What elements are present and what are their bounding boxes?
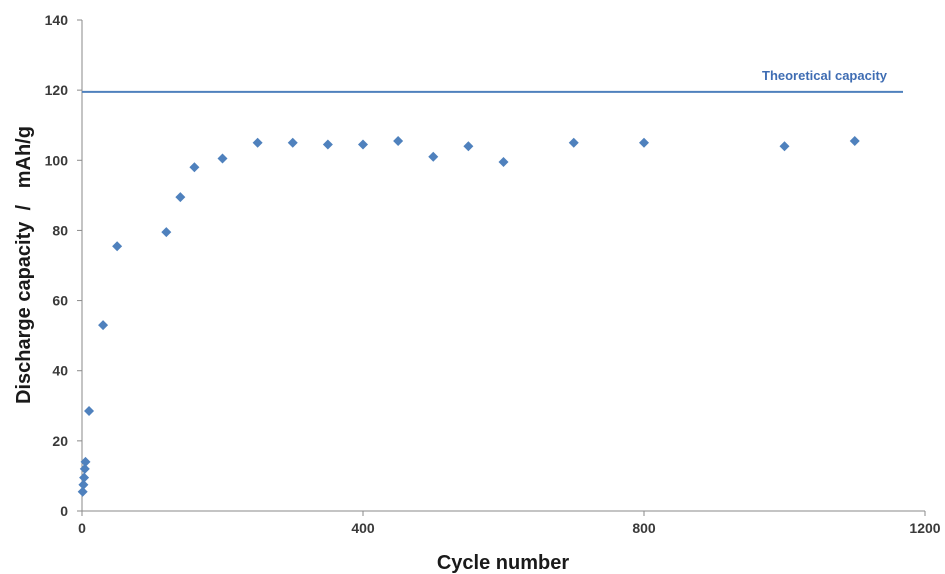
x-tick-label: 1200 bbox=[909, 520, 940, 536]
x-axis-title: Cycle number bbox=[437, 552, 569, 574]
x-ticks: 0 400 800 1200 bbox=[78, 511, 941, 536]
y-axis-title: Discharge capacity / mAh/g bbox=[13, 126, 35, 404]
data-point bbox=[393, 135, 404, 146]
data-point bbox=[463, 141, 474, 152]
data-point bbox=[84, 406, 95, 417]
data-point bbox=[175, 192, 186, 203]
y-tick-label: 0 bbox=[60, 503, 68, 519]
y-tick-label: 80 bbox=[52, 222, 68, 238]
y-tick-label: 40 bbox=[52, 363, 68, 379]
data-point bbox=[79, 463, 90, 474]
theoretical-capacity-label: Theoretical capacity bbox=[762, 68, 888, 83]
x-tick-label: 800 bbox=[632, 520, 656, 536]
data-point bbox=[161, 227, 172, 238]
data-points bbox=[77, 135, 860, 497]
data-point bbox=[77, 486, 88, 497]
axes bbox=[81, 20, 925, 512]
data-point bbox=[189, 162, 200, 173]
data-point bbox=[568, 137, 579, 148]
data-point bbox=[779, 141, 790, 152]
data-point bbox=[79, 472, 90, 483]
y-tick-label: 20 bbox=[52, 433, 68, 449]
data-point bbox=[322, 139, 333, 150]
y-tick-label: 60 bbox=[52, 293, 68, 309]
data-point bbox=[78, 479, 89, 490]
data-point bbox=[849, 135, 860, 146]
data-point bbox=[498, 157, 509, 168]
data-point bbox=[639, 137, 649, 148]
y-tick-label: 120 bbox=[45, 82, 69, 98]
y-ticks: 0 20 40 60 80 100 120 140 bbox=[45, 12, 82, 519]
data-point bbox=[252, 137, 263, 148]
data-point bbox=[112, 241, 123, 252]
data-point bbox=[217, 153, 228, 164]
y-tick-label: 100 bbox=[45, 152, 69, 168]
x-tick-label: 400 bbox=[351, 520, 375, 536]
data-point bbox=[428, 151, 439, 162]
x-tick-label: 0 bbox=[78, 520, 86, 536]
data-point bbox=[358, 139, 368, 150]
data-point bbox=[80, 456, 91, 467]
y-tick-label: 140 bbox=[45, 12, 69, 28]
theoretical-capacity-line-group: Theoretical capacity bbox=[82, 68, 903, 93]
data-point bbox=[98, 320, 109, 331]
data-point bbox=[287, 137, 298, 148]
